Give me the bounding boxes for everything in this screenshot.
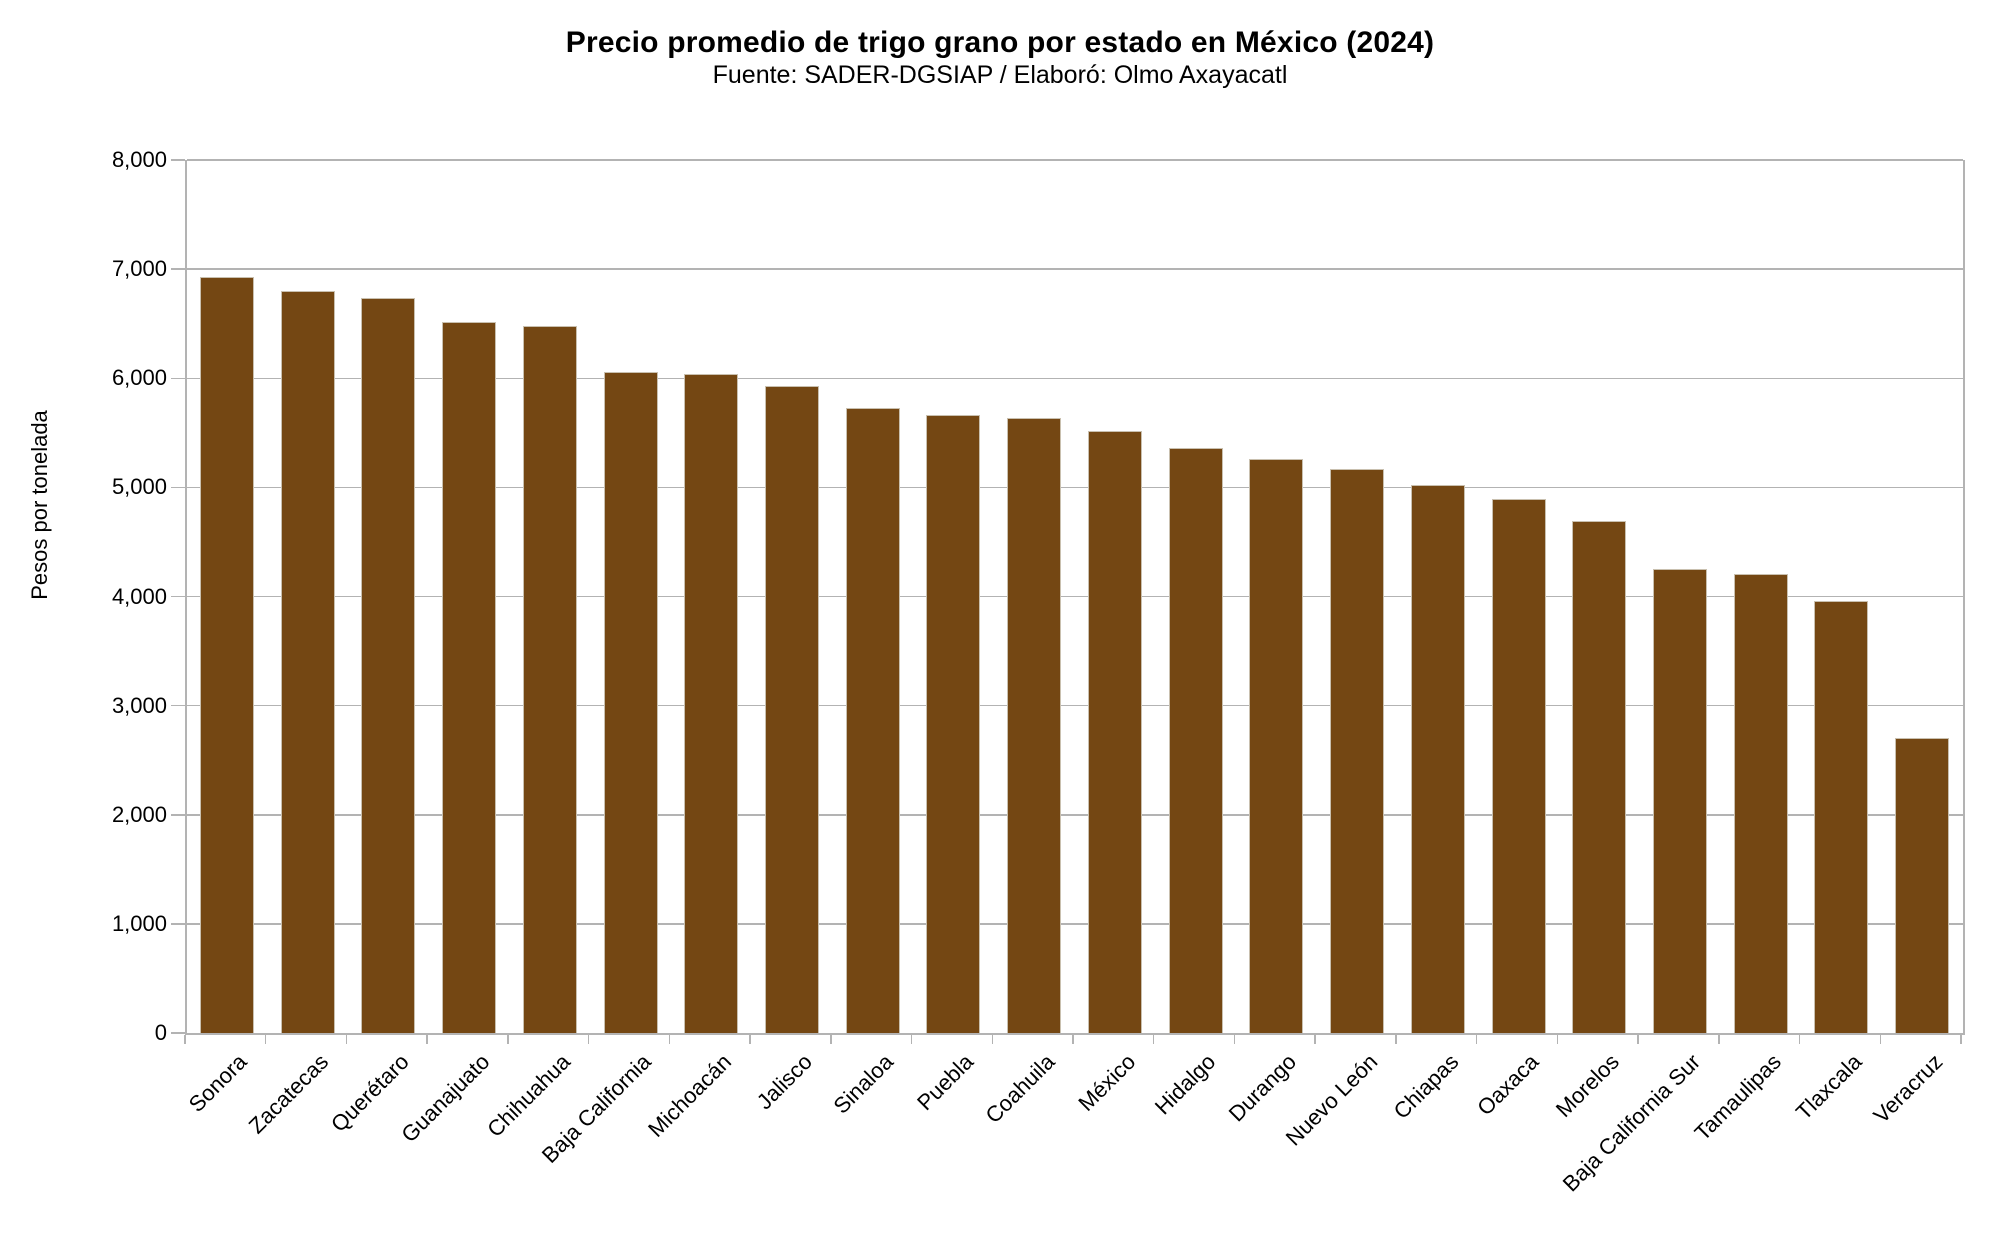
x-tick-label-tlaxcala: Tlaxcala [1790, 1049, 1867, 1125]
x-tick-label-hidalgo: Hidalgo [1150, 1049, 1221, 1120]
y-tick-label-7000: 7,000 [111, 256, 167, 282]
x-tick-label-puebla: Puebla [912, 1049, 979, 1116]
x-axis-tick-22 [1960, 1035, 1962, 1044]
x-axis-tick-0 [184, 1035, 186, 1044]
gridline-8000 [187, 159, 1963, 161]
x-tick-label-sinaloa: Sinaloa [828, 1049, 898, 1119]
bar-durango [1249, 459, 1304, 1033]
x-tick-label-coahuila: Coahuila [980, 1049, 1060, 1129]
y-tick-label-5000: 5,000 [111, 474, 167, 500]
x-axis-tick-8 [830, 1035, 832, 1044]
gridline-4000 [187, 595, 1963, 598]
x-axis-tick-7 [749, 1035, 751, 1044]
bar-michoacan [684, 373, 739, 1033]
bar-chihuahua [522, 325, 577, 1033]
x-axis-tick-21 [1879, 1035, 1882, 1044]
bar-veracruz [1895, 738, 1950, 1033]
bar-jalisco [764, 385, 819, 1033]
y-tick-label-2000: 2,000 [111, 801, 167, 827]
x-tick-label-sonora: Sonora [184, 1049, 253, 1117]
x-axis-tick-10 [991, 1035, 994, 1044]
gridline-2000 [187, 814, 1963, 816]
x-tick-label-veracruz: Veracruz [1868, 1049, 1948, 1129]
x-tick-label-baja-california-sur: Baja California Sur [1557, 1049, 1706, 1197]
x-axis-tick-14 [1314, 1035, 1316, 1044]
x-tick-label-chiapas: Chiapas [1388, 1049, 1463, 1124]
x-axis-tick-16 [1475, 1035, 1478, 1044]
y-axis-tick-6000 [171, 377, 185, 379]
bar-nuevo-leon [1330, 468, 1385, 1033]
bar-tamaulipas [1733, 573, 1788, 1033]
bar-oaxaca [1491, 499, 1546, 1033]
y-axis-tick-7000 [171, 268, 185, 270]
gridline-6000 [187, 377, 1963, 379]
y-axis-tick-0 [171, 1032, 185, 1034]
x-tick-label-morelos: Morelos [1551, 1049, 1625, 1123]
x-axis-tick-11 [1072, 1035, 1074, 1044]
bar-mexico [1087, 430, 1142, 1033]
bar-tlaxcala [1814, 600, 1869, 1033]
y-axis-tick-8000 [171, 159, 185, 161]
x-axis-tick-18 [1637, 1035, 1639, 1044]
bar-puebla [926, 415, 981, 1033]
y-axis-tick-5000 [171, 486, 185, 489]
y-tick-label-1000: 1,000 [111, 910, 167, 936]
chart-subtitle: Fuente: SADER-DGSIAP / Elaboró: Olmo Axa… [712, 61, 1288, 89]
x-axis-tick-5 [587, 1035, 590, 1044]
x-axis-tick-6 [668, 1035, 671, 1044]
y-tick-label-6000: 6,000 [111, 365, 167, 391]
y-tick-label-0: 0 [154, 1020, 167, 1045]
gridline-3000 [187, 704, 1963, 707]
x-axis-tick-1 [264, 1035, 267, 1044]
bar-baja-california [603, 371, 658, 1033]
bar-chiapas [1410, 485, 1465, 1033]
gridline-7000 [187, 268, 1963, 270]
x-axis-tick-12 [1152, 1035, 1155, 1044]
x-tick-label-durango: Durango [1224, 1049, 1302, 1127]
x-axis-tick-20 [1798, 1035, 1801, 1044]
bar-guanajuato [442, 321, 497, 1033]
x-tick-label-oaxaca: Oaxaca [1472, 1049, 1544, 1121]
x-axis-tick-15 [1395, 1035, 1397, 1044]
x-tick-label-zacatecas: Zacatecas [243, 1049, 333, 1139]
gridline-5000 [187, 486, 1963, 489]
bar-queretaro [361, 297, 416, 1033]
y-tick-label-8000: 8,000 [111, 147, 167, 172]
y-axis-tick-1000 [171, 923, 185, 925]
y-tick-label-3000: 3,000 [111, 692, 167, 718]
x-axis-tick-17 [1556, 1035, 1559, 1044]
chart-title: Precio promedio de trigo grano por estad… [565, 26, 1435, 59]
y-tick-label-4000: 4,000 [111, 583, 167, 609]
x-tick-label-michoacan: Michoacán [643, 1049, 737, 1142]
bar-zacatecas [280, 291, 335, 1033]
bar-hidalgo [1168, 448, 1223, 1033]
x-axis-tick-9 [910, 1035, 913, 1044]
x-tick-label-tamaulipas: Tamaulipas [1689, 1049, 1786, 1146]
y-axis-title: Pesos por tonelada [27, 410, 52, 600]
x-axis-tick-3 [426, 1035, 428, 1044]
y-axis-tick-4000 [171, 595, 185, 598]
x-axis-tick-4 [507, 1035, 509, 1044]
bar-sinaloa [845, 407, 900, 1033]
x-axis-tick-2 [345, 1035, 348, 1044]
y-axis-tick-2000 [171, 814, 185, 816]
y-axis-tick-3000 [171, 704, 185, 707]
bar-sonora [199, 276, 254, 1033]
x-axis-tick-13 [1233, 1035, 1236, 1044]
x-axis-tick-19 [1718, 1035, 1720, 1044]
bar-coahuila [1007, 417, 1062, 1033]
x-tick-label-jalisco: Jalisco [751, 1049, 818, 1115]
bar-baja-california-sur [1652, 569, 1707, 1033]
x-tick-label-mexico: México [1073, 1049, 1141, 1116]
gridline-1000 [187, 923, 1963, 925]
bar-morelos [1572, 521, 1627, 1033]
plot-area [185, 159, 1965, 1035]
